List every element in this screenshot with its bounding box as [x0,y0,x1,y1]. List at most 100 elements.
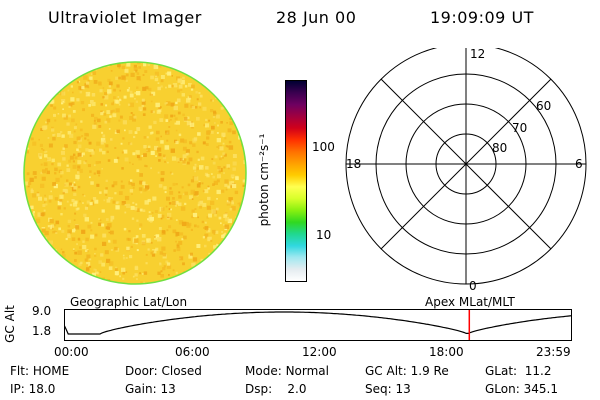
image-speckle [88,58,90,60]
image-speckle [139,272,141,275]
image-speckle [44,230,49,236]
image-speckle [80,120,83,123]
image-speckle [247,221,250,225]
image-speckle [249,115,250,117]
image-speckle [91,101,96,107]
image-speckle [207,236,212,242]
image-speckle [236,244,240,249]
image-speckle [236,78,240,82]
image-speckle [132,187,135,189]
image-speckle [231,201,234,205]
image-speckle [128,130,133,134]
image-speckle [71,118,75,123]
image-speckle [140,183,142,185]
image-speckle [62,100,64,103]
image-speckle [136,219,139,222]
image-speckle [79,200,81,203]
image-speckle [122,277,125,280]
image-speckle [142,209,146,212]
image-speckle [147,63,150,66]
image-speckle [73,186,77,190]
image-speckle [117,96,120,98]
image-speckle [163,265,166,268]
image-speckle [180,80,185,85]
image-speckle [132,201,135,204]
image-speckle [124,68,129,73]
image-speckle [70,183,74,187]
image-speckle [122,257,126,260]
image-speckle [102,150,106,155]
image-speckle [243,62,246,65]
image-speckle [30,205,34,210]
image-speckle [99,89,103,93]
image-speckle [105,144,109,148]
image-speckle [234,233,238,237]
image-speckle [199,94,203,98]
image-speckle [224,224,229,229]
image-speckle [207,185,210,188]
image-speckle [69,203,73,207]
image-speckle [73,140,77,145]
image-speckle [168,208,171,210]
timeline-right-title: Apex MLat/MLT [425,295,515,309]
image-speckle [57,201,62,206]
image-speckle [143,136,147,139]
image-speckle [84,132,88,137]
image-speckle [162,154,166,158]
image-speckle [82,245,87,250]
image-speckle [21,122,23,124]
image-speckle [41,176,46,181]
image-speckle [155,102,160,108]
image-speckle [85,280,89,284]
image-speckle [188,157,193,162]
image-speckle [218,274,221,277]
image-speckle [216,179,220,183]
image-speckle [128,181,132,185]
image-speckle [52,276,55,279]
image-speckle [247,156,249,158]
image-speckle [35,285,37,287]
image-speckle [64,144,68,148]
image-speckle [60,150,65,155]
image-speckle [122,137,125,140]
image-speckle [133,135,136,139]
image-speckle [177,161,180,163]
image-speckle [122,254,125,257]
image-speckle [220,106,224,110]
image-speckle [33,228,37,232]
image-speckle [155,137,160,141]
image-speckle [74,251,78,255]
image-speckle [68,105,71,108]
image-speckle [46,122,49,125]
image-speckle [245,59,247,61]
image-speckle [182,76,185,80]
image-speckle [118,103,121,106]
image-speckle [167,161,169,164]
image-speckle [231,200,234,203]
image-speckle [164,102,167,105]
image-speckle [204,236,207,239]
image-speckle [138,157,142,161]
image-speckle [163,186,167,190]
image-speckle [144,70,148,73]
image-speckle [24,191,25,195]
image-speckle [143,153,147,157]
image-speckle [139,223,143,227]
timeline-xtick-label: 12:00 [302,345,337,359]
image-speckle [35,218,41,223]
image-speckle [39,62,42,63]
image-speckle [108,85,111,88]
image-speckle [71,237,76,241]
image-speckle [121,75,126,80]
image-speckle [77,62,81,63]
image-speckle [45,167,48,171]
image-speckle [57,206,61,210]
image-speckle [167,71,172,76]
image-speckle [168,126,171,128]
image-speckle [124,211,127,214]
image-speckle [51,128,55,132]
image-speckle [92,71,97,75]
image-speckle [68,114,71,118]
image-speckle [136,208,141,212]
image-speckle [241,222,245,226]
